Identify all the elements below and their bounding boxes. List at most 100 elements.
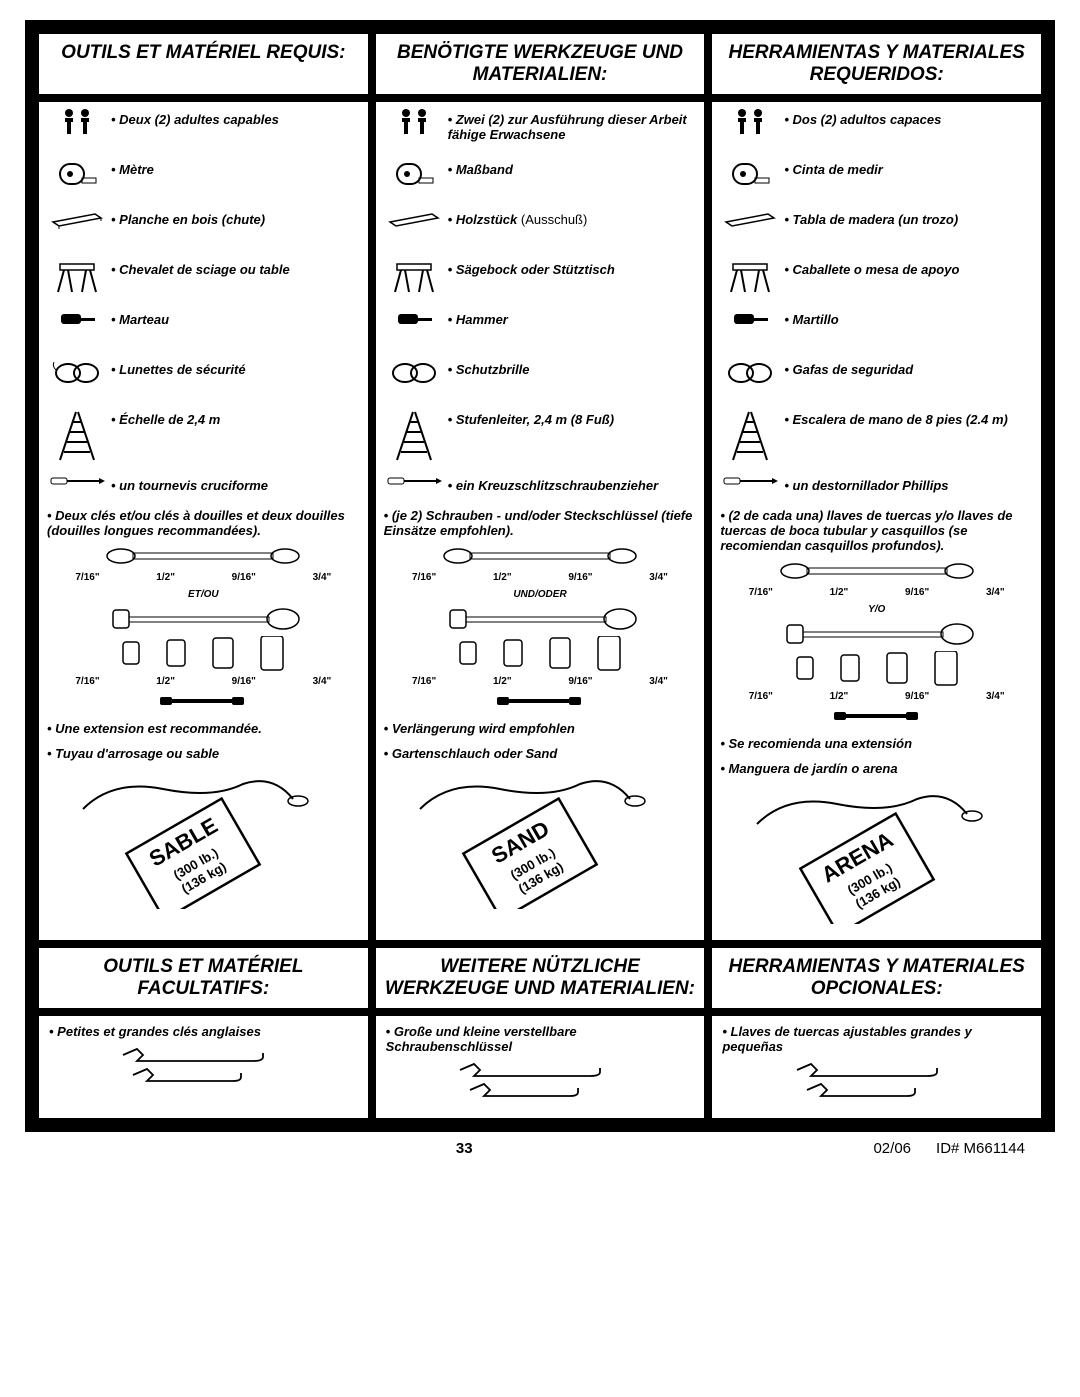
- tool-label: Holzstück: [448, 212, 521, 227]
- ladder-icon: [384, 408, 444, 464]
- screwdriver-icon: [47, 474, 107, 488]
- people-icon: [47, 108, 107, 138]
- tool-label: Lunettes de sécurité: [111, 362, 246, 377]
- opt-header-row: OUTILS ET MATÉRIEL FACULTATIFS: WEITERE …: [35, 944, 1045, 1012]
- tool-label: un destornillador Phillips: [784, 478, 948, 493]
- ladder-icon: [47, 408, 107, 464]
- footer-id: ID# M661144: [936, 1140, 1025, 1157]
- ext-text: Se recomienda una extensión: [720, 736, 912, 751]
- tool-label: Tabla de madera (un trozo): [784, 212, 958, 227]
- tool-label: Caballete o mesa de apoyo: [784, 262, 959, 277]
- tool-label: Deux (2) adultes capables: [111, 112, 279, 127]
- extension-icon: [720, 706, 1033, 726]
- sand-bag-icon: SAND (300 lb.) (136 kg): [384, 769, 697, 909]
- tape-icon: [384, 158, 444, 192]
- sockets-icon: [720, 651, 1033, 687]
- sand-bag-icon: ARENA (300 lb.) (136 kg): [720, 784, 1033, 924]
- ext-text: Tuyau d'arrosage ou sable: [47, 746, 219, 761]
- goggles-icon: [720, 358, 780, 388]
- board-icon: [47, 208, 107, 232]
- tool-label: Dos (2) adultos capaces: [784, 112, 941, 127]
- hammer-icon: [47, 308, 107, 340]
- ladder-icon: [720, 408, 780, 464]
- ext-text: Une extension est recommandée.: [47, 721, 262, 736]
- tool-label: Schutzbrille: [448, 362, 530, 377]
- board-icon: [384, 208, 444, 232]
- sockets-icon: [47, 636, 360, 672]
- people-icon: [384, 108, 444, 138]
- opt-header-es: HERRAMIENTAS Y MATERIALES OPCIONALES:: [708, 944, 1045, 1012]
- sockets-icon: [384, 636, 697, 672]
- header-row: OUTILS ET MATÉRIEL REQUIS: BENÖTIGTE WER…: [35, 30, 1045, 98]
- extension-icon: [384, 691, 697, 711]
- tape-icon: [720, 158, 780, 192]
- opt-header-fr: OUTILS ET MATÉRIEL FACULTATIFS:: [35, 944, 372, 1012]
- adjustable-wrench-icon: [49, 1045, 358, 1093]
- tool-label: un tournevis cruciforme: [111, 478, 268, 493]
- tool-label: Escalera de mano de 8 pies (2.4 m): [784, 412, 1008, 427]
- ratchet-icon: [47, 606, 360, 634]
- main-row: Deux (2) adultes capables Mètre Planche …: [35, 98, 1045, 944]
- opt-col-fr: Petites et grandes clés anglaises: [35, 1012, 372, 1122]
- tool-label: Échelle de 2,4 m: [111, 412, 220, 427]
- tape-icon: [47, 158, 107, 192]
- col-header-de: BENÖTIGTE WERKZEUGE UND MATERIALIEN:: [372, 30, 709, 98]
- andor-label: ET/OU: [47, 589, 360, 600]
- tool-label: Marteau: [111, 312, 169, 327]
- wrench-text: (2 de cada una) llaves de tuercas y/o ll…: [720, 508, 1012, 553]
- tool-label: Stufenleiter, 2,4 m (8 Fuß): [448, 412, 614, 427]
- tool-label: Cinta de medir: [784, 162, 882, 177]
- ratchet-icon: [384, 606, 697, 634]
- page-footer: 33 02/06 ID# M661144: [25, 1132, 1055, 1157]
- tool-label: Gafas de seguridad: [784, 362, 913, 377]
- col-fr: Deux (2) adultes capables Mètre Planche …: [35, 98, 372, 944]
- col-de: Zwei (2) zur Ausführung dieser Arbeit fä…: [372, 98, 709, 944]
- opt-label: Llaves de tuercas ajustables grandes y p…: [722, 1024, 972, 1054]
- opt-col-es: Llaves de tuercas ajustables grandes y p…: [708, 1012, 1045, 1122]
- sawhorse-icon: [384, 258, 444, 296]
- sizes-row: 7/16"1/2"9/16"3/4": [47, 572, 360, 583]
- screwdriver-icon: [720, 474, 780, 488]
- hammer-icon: [720, 308, 780, 340]
- page-number: 33: [456, 1140, 473, 1157]
- tool-label: Mètre: [111, 162, 154, 177]
- andor-label: UND/ODER: [384, 589, 697, 600]
- ratchet-icon: [720, 621, 1033, 649]
- opt-col-de: Große und kleine verstellbare Schraubens…: [372, 1012, 709, 1122]
- footer-date: 02/06: [873, 1140, 911, 1157]
- screwdriver-icon: [384, 474, 444, 488]
- goggles-icon: [384, 358, 444, 388]
- opt-label: Petites et grandes clés anglaises: [49, 1024, 261, 1039]
- tool-label: Sägebock oder Stütztisch: [448, 262, 615, 277]
- tool-label: Zwei (2) zur Ausführung dieser Arbeit fä…: [448, 112, 687, 142]
- goggles-icon: [47, 358, 107, 388]
- tool-label: Hammer: [448, 312, 508, 327]
- col-es: Dos (2) adultos capaces Cinta de medir T…: [708, 98, 1045, 944]
- wrench-text: (je 2) Schrauben - und/oder Steckschlüss…: [384, 508, 693, 538]
- sand-bag-icon: SABLE (300 lb.) (136 kg): [47, 769, 360, 909]
- ext-text: Verlängerung wird empfohlen: [384, 721, 575, 736]
- ext-text: Gartenschlauch oder Sand: [384, 746, 558, 761]
- wrench-icon: [47, 544, 360, 568]
- adjustable-wrench-icon: [386, 1060, 695, 1108]
- opt-label: Große und kleine verstellbare Schraubens…: [386, 1024, 577, 1054]
- page-frame: OUTILS ET MATÉRIEL REQUIS: BENÖTIGTE WER…: [25, 20, 1055, 1132]
- wrench-text: Deux clés et/ou clés à douilles et deux …: [47, 508, 345, 538]
- sawhorse-icon: [720, 258, 780, 296]
- tool-label: Martillo: [784, 312, 838, 327]
- tool-label: Chevalet de sciage ou table: [111, 262, 290, 277]
- ext-text: Manguera de jardín o arena: [720, 761, 897, 776]
- tool-label: Planche en bois (chute): [111, 212, 265, 227]
- wrench-icon: [720, 559, 1033, 583]
- opt-content-row: Petites et grandes clés anglaises Große …: [35, 1012, 1045, 1122]
- opt-header-de: WEITERE NÜTZLICHE WERKZEUGE UND MATERIAL…: [372, 944, 709, 1012]
- sawhorse-icon: [47, 258, 107, 296]
- extension-icon: [47, 691, 360, 711]
- andor-label: Y/O: [720, 604, 1033, 615]
- wrench-icon: [384, 544, 697, 568]
- col-header-es: HERRAMIENTAS Y MATERIALES REQUERIDOS:: [708, 30, 1045, 98]
- tool-label: ein Kreuzschlitzschraubenzieher: [448, 478, 658, 493]
- hammer-icon: [384, 308, 444, 340]
- col-header-fr: OUTILS ET MATÉRIEL REQUIS:: [35, 30, 372, 98]
- board-icon: [720, 208, 780, 232]
